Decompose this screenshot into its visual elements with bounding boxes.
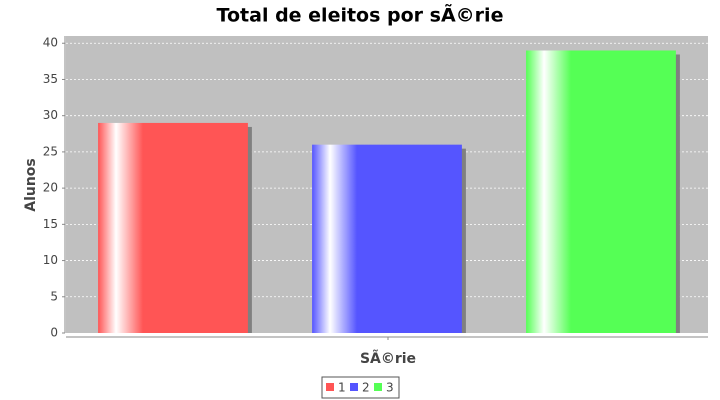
- legend-label: 3: [386, 381, 394, 395]
- legend-label: 1: [338, 381, 346, 395]
- y-tick-label: 15: [43, 217, 58, 231]
- bar: [98, 122, 248, 334]
- legend-swatch: [326, 383, 334, 391]
- chart-title: Total de eleitos por sÃ©rie: [217, 3, 504, 27]
- y-tick-label: 30: [43, 108, 58, 122]
- y-tick-label: 40: [43, 36, 58, 50]
- legend-label: 2: [362, 381, 370, 395]
- y-tick-label: 35: [43, 72, 58, 86]
- legend-swatch: [350, 383, 358, 391]
- y-tick-label: 5: [50, 289, 58, 303]
- legend-box: [321, 376, 400, 399]
- y-tick-label: 0: [50, 326, 58, 340]
- y-axis-label: Alunos: [23, 158, 39, 212]
- legend-swatch: [374, 383, 382, 391]
- x-axis-label: SÃ©rie: [360, 350, 416, 367]
- y-tick-label: 20: [43, 181, 58, 195]
- bar: [312, 144, 462, 333]
- bar: [526, 50, 676, 334]
- y-tick-label: 25: [43, 144, 58, 158]
- y-tick-label: 10: [43, 253, 58, 267]
